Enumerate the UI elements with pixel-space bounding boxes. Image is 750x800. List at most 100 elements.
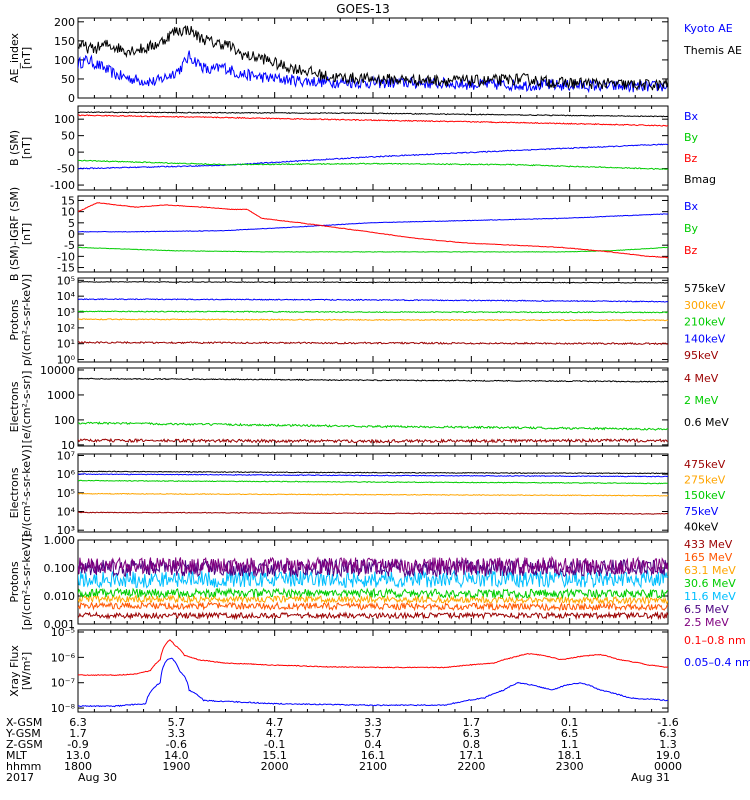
legend-entry: Bz [684,152,698,165]
series-group [78,377,668,444]
legend-entry: 275keV [684,474,726,487]
y-tick-label: 0.001 [44,618,76,631]
x-row-label: MLT [6,749,27,762]
y-tick-label: 10⁻⁶ [51,651,76,664]
series-group [78,470,668,515]
legend-entry: Bmag [684,173,716,186]
x-axis-value: 1800 [64,760,92,773]
x-row-label: hhmm [6,760,41,773]
panel-ph: 0.001 0.010 0.100 1.000 Protons [p/(cm²-s-sr-… [8,534,736,631]
y-tick-label: 5 [68,217,75,230]
x-axis-value: 14.0 [164,749,189,762]
series-line-300kev [78,318,668,322]
legend-entry: Themis AE [683,44,742,57]
legend-entry: Kyoto AE [684,22,733,35]
x-axis-value: 18.1 [557,749,582,762]
legend-entry: 475keV [684,458,726,471]
series-group [78,202,668,259]
series-line-75kev [78,473,668,478]
x-axis-value: 0000 [654,760,682,773]
legend-entry: 0.6 MeV [684,416,729,429]
series-group [78,639,668,708]
y-tick-label: 10⁷ [57,449,75,462]
y-tick-label: 10⁻⁵ [51,626,75,639]
y-axis-label: [nT] [20,223,33,245]
series-line-6-5-mev [78,558,668,578]
series-line-0-05-0-4-nm [78,657,668,708]
y-tick-label: 10¹ [57,338,75,351]
y-axis-label: [e/(cm²-s-sr)] [20,371,33,444]
y-tick-label: 10⁵ [57,487,75,500]
series-line-140kev [78,298,668,303]
y-tick-label: 10000 [40,364,75,377]
y-tick-label: 150 [54,35,75,48]
legend-entry: Bx [684,110,699,123]
x-axis-value: 1.1 [561,738,579,751]
series-group [78,555,668,621]
x-row-label: 2017 [6,771,34,784]
x-axis-value: 1.7 [463,716,481,729]
legend-entry: 4 MeV [684,372,719,385]
y-axis-label: Protons [8,561,21,602]
series-line-by [78,159,668,170]
series-line-2-mev [78,421,668,431]
y-tick-label: 10⁻⁸ [51,702,76,715]
y-axis-label: Xray Flux [8,645,21,697]
series-line-bmag [78,111,668,118]
y-tick-label: 10 [61,206,75,219]
x-axis-value: 17.1 [459,749,484,762]
y-axis-label: [e/(cm²-s-sr-keV)] [20,445,33,541]
x-axis-value: -0.1 [264,738,285,751]
y-axis-label: Electrons [8,467,21,518]
series-line-63-1-mev [78,594,668,606]
x-axis-value: Aug 30 [78,771,117,784]
y-tick-label: 10⁴ [57,506,76,519]
y-axis-label: p/(cm²-s-sr-keV)] [20,274,33,366]
panel-pp: 10⁰ 10¹ 10² 10³ 10⁴ 10⁵ Protons p/(cm²-s-sr-keV… [8,274,726,367]
y-axis-label: B (SM) [8,130,21,166]
y-tick-label: -15 [57,262,75,275]
panel-frame [77,629,669,713]
legend-entry: 210keV [684,316,726,329]
y-tick-label: 0 [68,146,75,159]
y-tick-label: 10⁶ [57,468,76,481]
x-axis-value: 15.1 [262,749,287,762]
legend-entry: 0.1–0.8 nm [684,634,746,647]
y-tick-label: 1000 [47,389,75,402]
legend-entry: 2 MeV [684,394,719,407]
series-line-by [78,246,668,253]
y-tick-label: 100 [54,54,75,67]
legend-entry: By [684,222,699,235]
y-axis-label: [W/m²] [20,652,33,690]
legend-entry: 165 MeV [684,551,733,564]
panel-e1: 10 100 1000 10000 Electrons [e/(cm²-s-sr)] 4 M… [8,364,729,452]
y-tick-label: 10⁻⁷ [51,677,75,690]
y-tick-label: 10⁵ [57,274,75,287]
x-axis-table: X-GSMY-GSMZ-GSMMLThhmm20176.31.7-0.913.0… [5,716,682,784]
panel-ae: 0 50 100 150 200 AE_index [nT] Kyoto AE Themis A… [8,16,742,105]
series-line-30-6-mev [78,587,668,600]
legend-entry: 75keV [684,505,719,518]
y-tick-label: -100 [50,179,75,192]
x-axis-value: 6.3 [69,716,87,729]
x-axis-value: 6.5 [561,727,579,740]
y-tick-label: 1.000 [44,534,76,547]
series-line-2-5-mev [78,555,668,576]
series-line-4-mev [78,437,668,444]
legend-entry: Bz [684,244,698,257]
series-group [78,25,668,94]
panel-frame [77,195,669,273]
y-tick-label: 50 [61,73,75,86]
x-axis-value: 3.3 [168,727,186,740]
legend-entry: 11.6 MeV [684,590,736,603]
panel-b: -100 -50 0 50 100 B (SM) [nT] Bx By Bz Bmag [8,105,716,192]
x-axis-value: 1900 [162,760,190,773]
x-axis-value: -1.6 [657,716,678,729]
legend-entry: 150keV [684,489,726,502]
series-line-bx [78,213,668,233]
legend-entry: 63.1 MeV [684,564,736,577]
legend-entry: Bx [684,200,699,213]
x-axis-value: 2200 [457,760,485,773]
y-tick-label: 10⁰ [57,354,76,367]
